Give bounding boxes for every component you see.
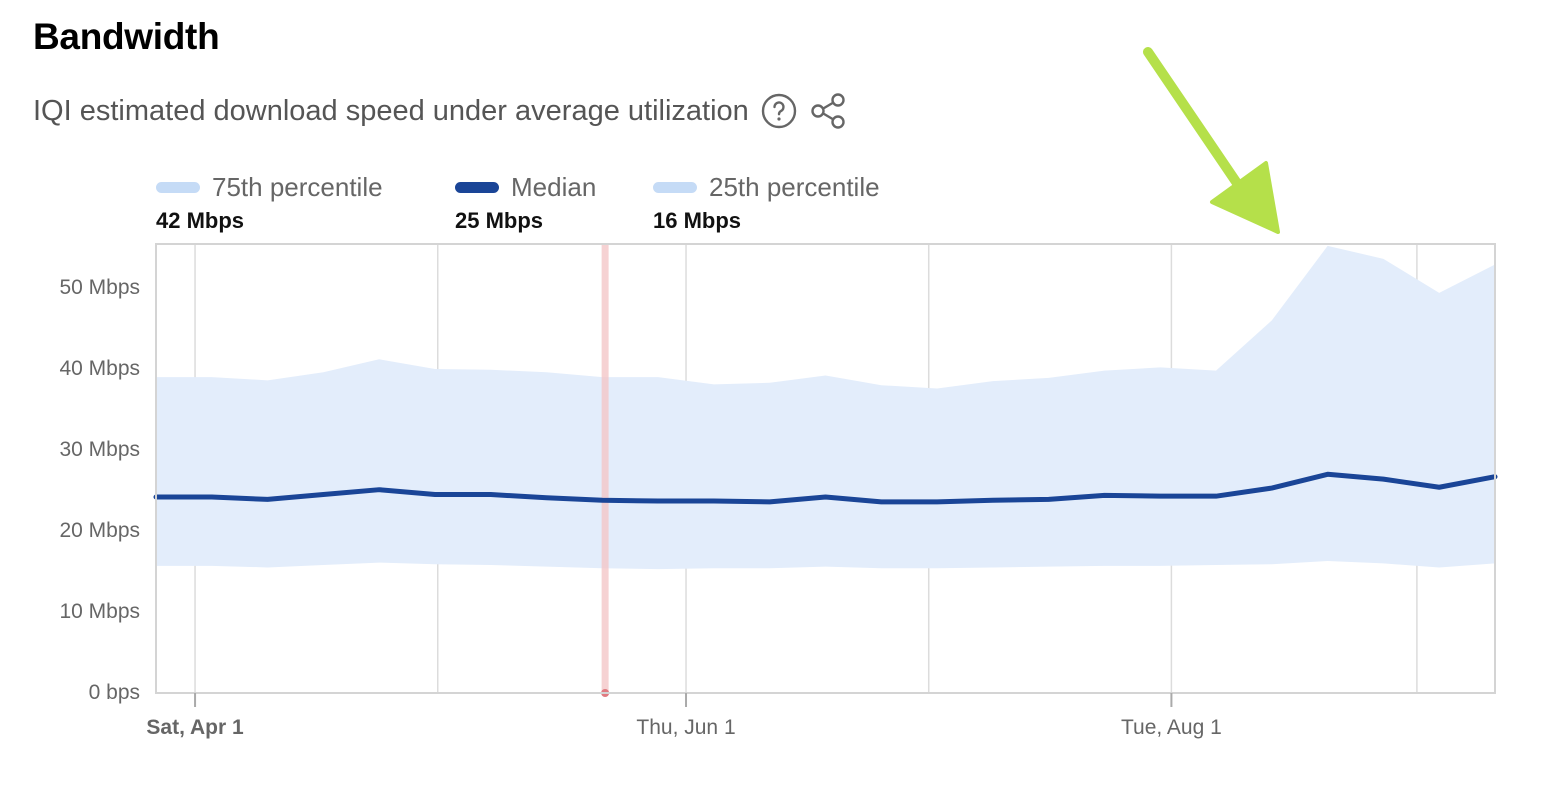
page-title: Bandwidth — [33, 16, 220, 57]
plot-frame — [155, 243, 1496, 694]
legend-label: Median — [511, 171, 597, 202]
annotation-arrow-icon — [1143, 47, 1280, 234]
chart-subtitle: IQI estimated download speed under avera… — [33, 94, 749, 127]
x-axis-ticks — [194, 693, 1173, 707]
legend-value: 16 Mbps — [653, 208, 742, 233]
y-axis-label: 40 Mbps — [59, 357, 140, 380]
legend-swatch-75th — [156, 181, 200, 193]
share-icon[interactable] — [809, 92, 847, 130]
percentile-band-area — [156, 245, 1495, 570]
legend-item-median[interactable]: Median 25 Mbps — [455, 170, 596, 234]
legend-label: 25th percentile — [709, 171, 880, 202]
legend-item-25th[interactable]: 25th percentile 16 Mbps — [653, 170, 880, 234]
legend-item-75th[interactable]: 75th percentile 42 Mbps — [156, 170, 383, 234]
chart-legend: 75th percentile 42 Mbps Median 25 Mbps 2… — [156, 170, 1056, 240]
median-line — [153, 471, 1498, 505]
legend-value: 42 Mbps — [156, 208, 245, 233]
legend-label: 75th percentile — [212, 171, 383, 202]
legend-swatch-25th — [653, 181, 697, 193]
y-axis-label: 0 bps — [88, 681, 140, 704]
legend-swatch-median — [455, 181, 499, 193]
y-axis-label: 10 Mbps — [59, 600, 140, 623]
legend-value: 25 Mbps — [455, 208, 544, 233]
x-axis-label: Tue, Aug 1 — [1121, 716, 1222, 739]
x-axis-label: Sat, Apr 1 — [146, 716, 244, 739]
x-axis-label: Thu, Jun 1 — [636, 716, 736, 739]
y-axis-label: 50 Mbps — [59, 276, 140, 299]
y-axis-label: 30 Mbps — [59, 438, 140, 461]
chart-subtitle-row: IQI estimated download speed under avera… — [33, 92, 847, 130]
y-axis-label: 20 Mbps — [59, 519, 140, 542]
highlight-marker — [601, 244, 610, 697]
help-icon[interactable] — [761, 93, 797, 129]
